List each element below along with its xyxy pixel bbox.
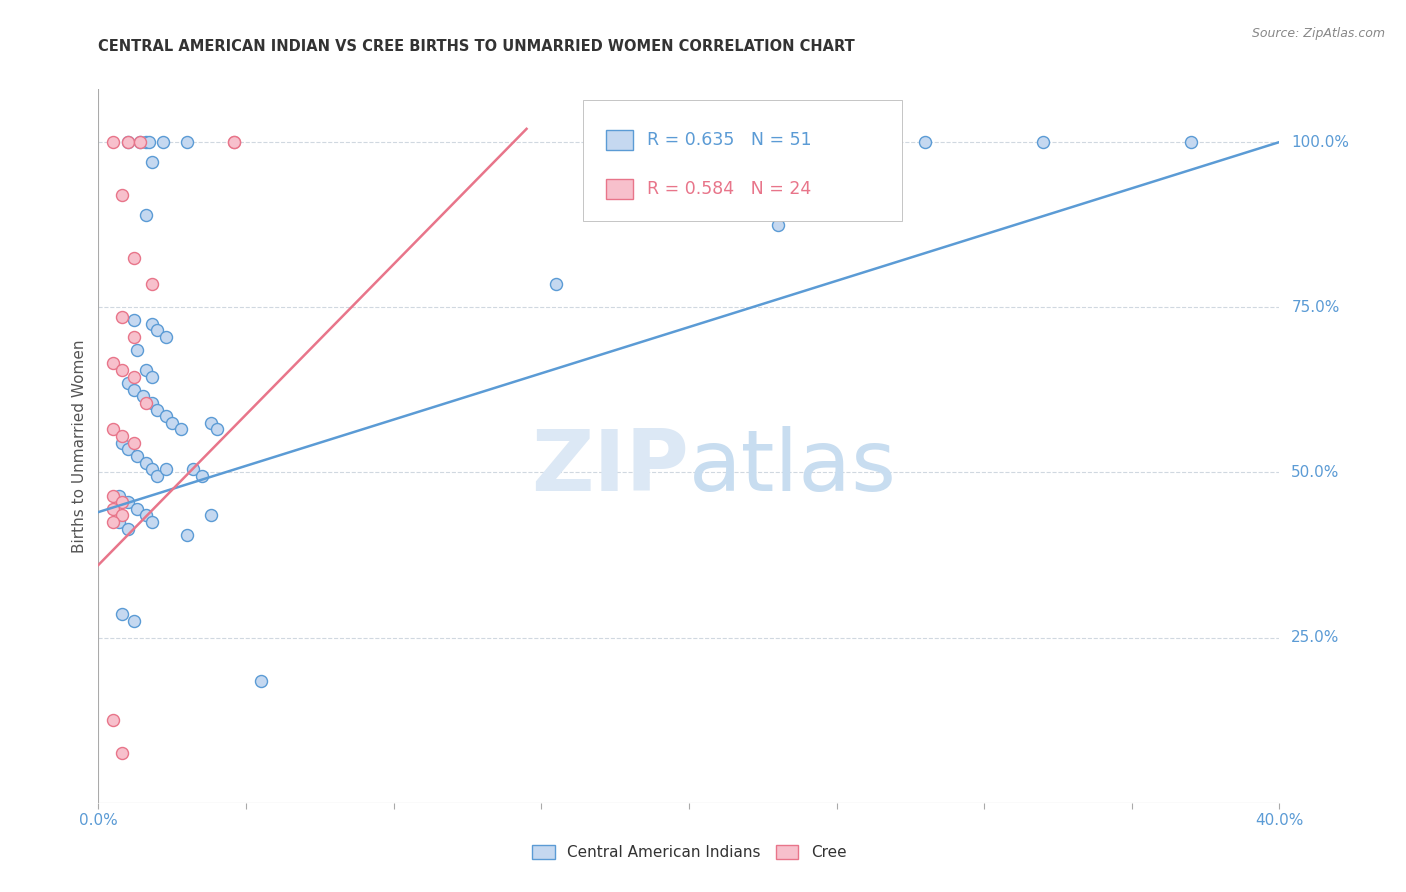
Point	[122, 251, 145, 265]
Text: 75.0%: 75.0%	[1291, 300, 1340, 315]
Point	[146, 468, 169, 483]
FancyBboxPatch shape	[606, 130, 633, 150]
Point	[176, 528, 198, 542]
Text: CENTRAL AMERICAN INDIAN VS CREE BIRTHS TO UNMARRIED WOMEN CORRELATION CHART: CENTRAL AMERICAN INDIAN VS CREE BIRTHS T…	[98, 38, 855, 54]
Point	[135, 135, 157, 149]
Point	[111, 607, 134, 622]
Point	[135, 363, 157, 377]
Text: Source: ZipAtlas.com: Source: ZipAtlas.com	[1251, 27, 1385, 40]
Point	[162, 416, 183, 430]
Point	[224, 135, 246, 149]
Legend: Central American Indians, Cree: Central American Indians, Cree	[526, 839, 852, 866]
Point	[111, 429, 134, 443]
Point	[122, 369, 145, 384]
Point	[1032, 135, 1054, 149]
Point	[155, 409, 177, 424]
Point	[128, 135, 150, 149]
Point	[152, 135, 174, 149]
Point	[200, 416, 222, 430]
Point	[103, 489, 125, 503]
Point	[111, 188, 134, 202]
Point	[141, 277, 163, 292]
Point	[141, 154, 163, 169]
Text: R = 0.635   N = 51: R = 0.635 N = 51	[647, 131, 811, 149]
Point	[117, 495, 139, 509]
Point	[128, 135, 150, 149]
Point	[135, 456, 157, 470]
Point	[181, 462, 204, 476]
Point	[205, 422, 228, 436]
Point	[122, 313, 145, 327]
Point	[125, 343, 148, 358]
Text: ZIP: ZIP	[531, 425, 689, 509]
Point	[146, 323, 169, 337]
Point	[141, 317, 163, 331]
Point	[111, 746, 134, 760]
Text: R = 0.584   N = 24: R = 0.584 N = 24	[647, 180, 811, 198]
Point	[117, 442, 139, 457]
Point	[155, 462, 177, 476]
Point	[117, 135, 139, 149]
Text: 25.0%: 25.0%	[1291, 630, 1340, 645]
Point	[141, 462, 163, 476]
Point	[122, 383, 145, 397]
Point	[125, 449, 148, 463]
Y-axis label: Births to Unmarried Women: Births to Unmarried Women	[72, 339, 87, 553]
Point	[103, 356, 125, 370]
Point	[191, 468, 214, 483]
FancyBboxPatch shape	[582, 100, 901, 221]
Point	[122, 435, 145, 450]
Point	[122, 614, 145, 628]
Point	[135, 396, 157, 410]
Point	[141, 515, 163, 529]
Text: 100.0%: 100.0%	[1291, 135, 1350, 150]
Point	[141, 369, 163, 384]
Point	[117, 376, 139, 391]
Point	[132, 389, 155, 403]
Point	[103, 713, 125, 727]
FancyBboxPatch shape	[606, 179, 633, 199]
Point	[146, 402, 169, 417]
Point	[766, 218, 789, 232]
Point	[103, 515, 125, 529]
Point	[135, 508, 157, 523]
Point	[135, 208, 157, 222]
Text: atlas: atlas	[689, 425, 897, 509]
Point	[111, 508, 134, 523]
Point	[108, 515, 131, 529]
Point	[125, 501, 148, 516]
Point	[1180, 135, 1202, 149]
Point	[224, 135, 246, 149]
Point	[250, 673, 273, 688]
Point	[122, 330, 145, 344]
Point	[155, 330, 177, 344]
Point	[117, 522, 139, 536]
Point	[141, 396, 163, 410]
Point	[914, 135, 936, 149]
Point	[111, 435, 134, 450]
Point	[170, 422, 193, 436]
Point	[111, 310, 134, 325]
Point	[117, 135, 139, 149]
Point	[111, 495, 134, 509]
Point	[111, 363, 134, 377]
Point	[176, 135, 198, 149]
Point	[103, 135, 125, 149]
Point	[200, 508, 222, 523]
Point	[103, 501, 125, 516]
Point	[544, 277, 567, 292]
Point	[138, 135, 160, 149]
Text: 50.0%: 50.0%	[1291, 465, 1340, 480]
Point	[103, 422, 125, 436]
Point	[108, 489, 131, 503]
